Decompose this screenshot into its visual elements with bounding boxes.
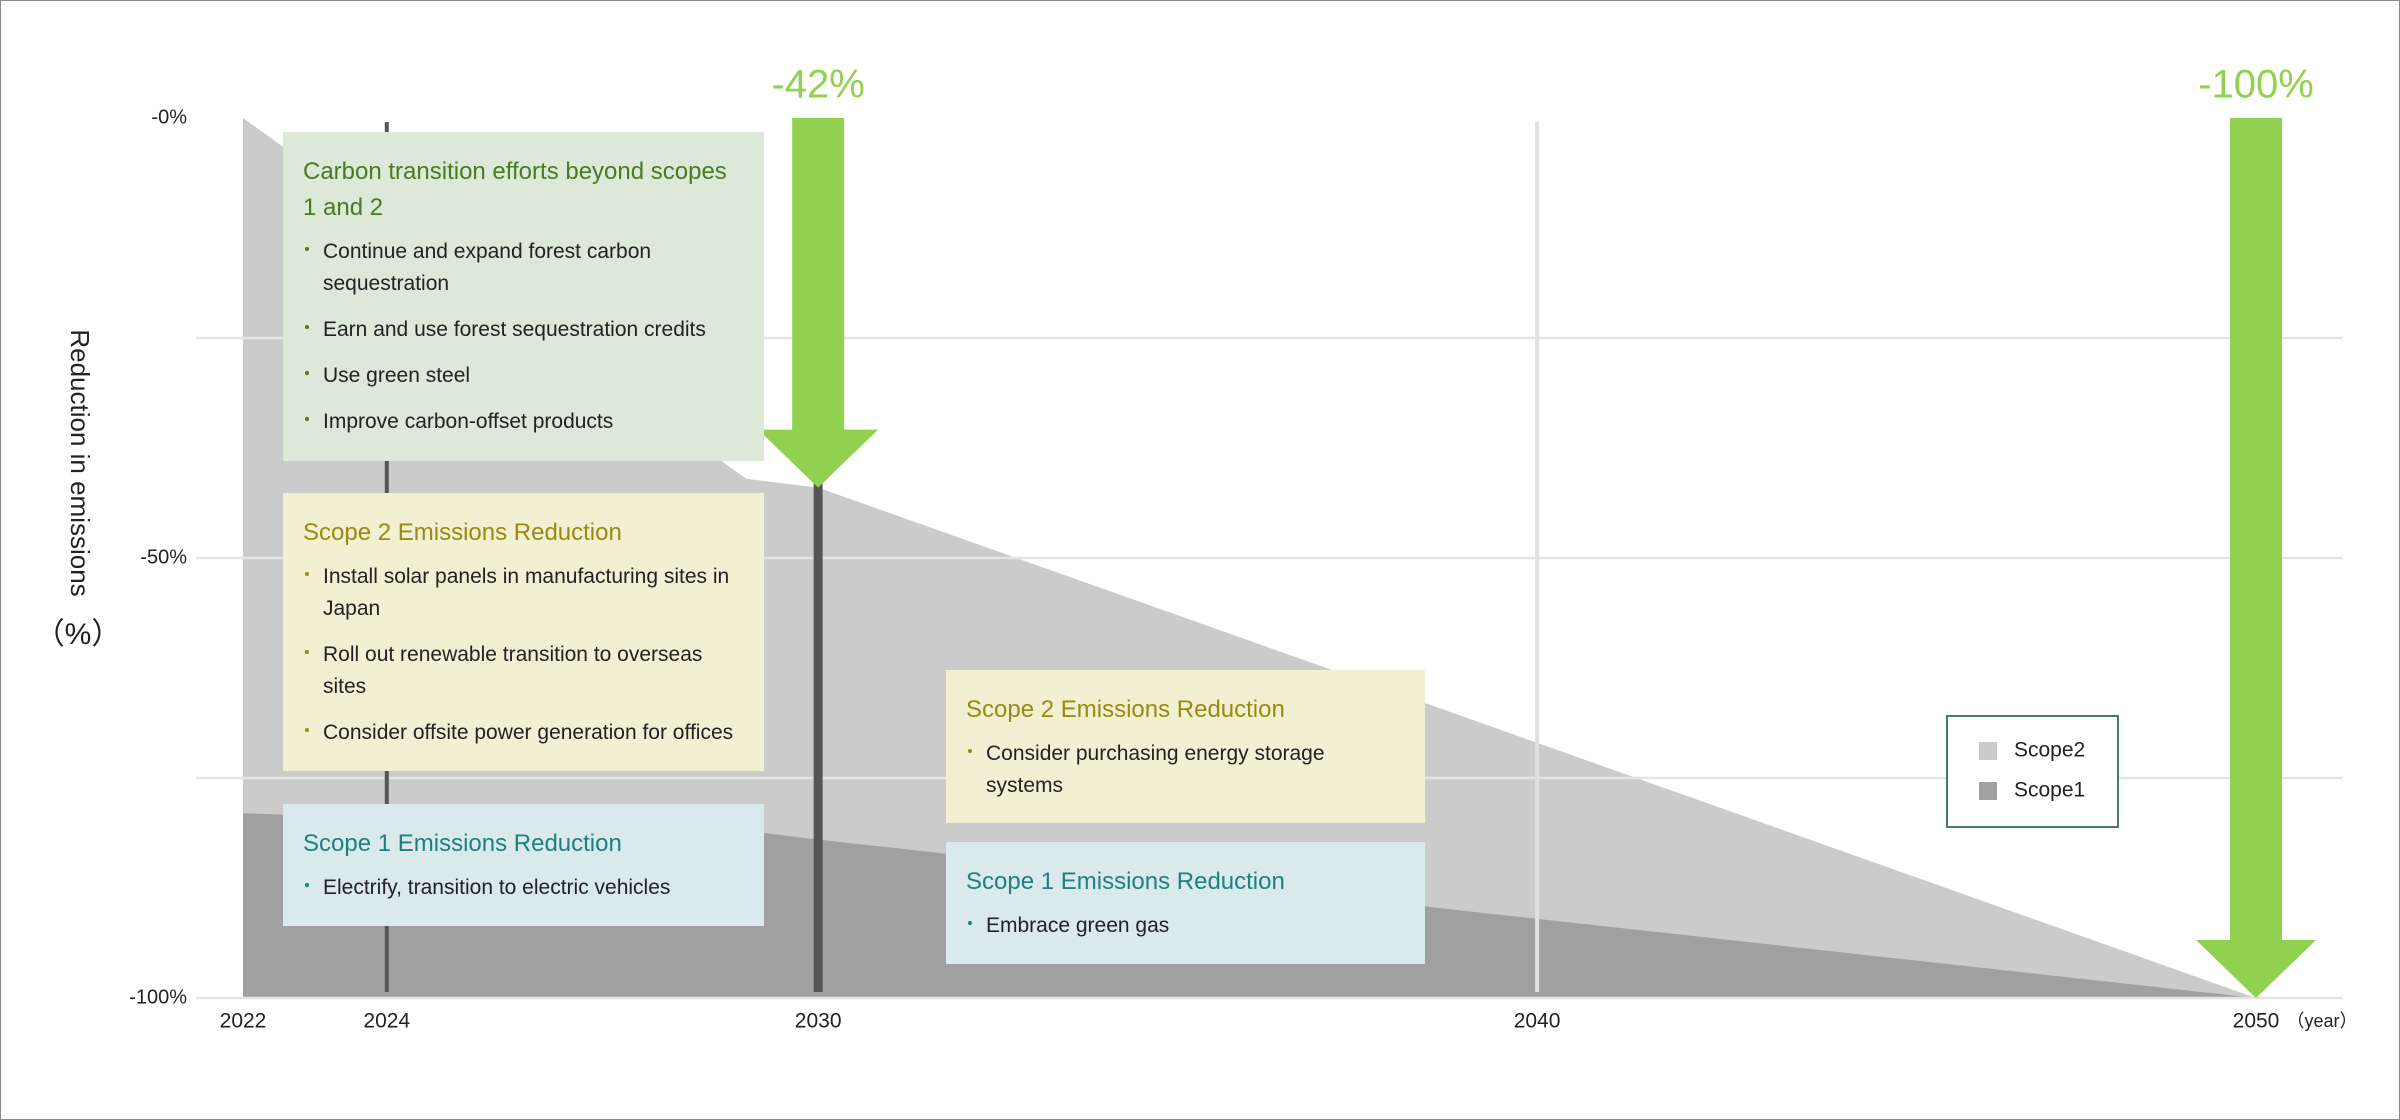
- box-item-text: Continue and expand forest carbon seques…: [323, 240, 652, 295]
- box-title: Carbon transition efforts beyond scopes …: [303, 158, 727, 221]
- box-item-text: Earn and use forest sequestration credit…: [323, 318, 706, 341]
- legend-label: Scope1: [2014, 779, 2085, 802]
- bullet: [305, 417, 309, 421]
- bullet: [305, 650, 309, 654]
- x-tick-label: 2024: [363, 1010, 410, 1033]
- arrow: [2196, 118, 2316, 998]
- box-item-text: Improve carbon-offset products: [323, 410, 614, 433]
- x-tick-label: 2050: [2233, 1010, 2280, 1033]
- legend-swatch: [1979, 742, 1997, 760]
- box-item: Improve carbon-offset products: [303, 406, 744, 438]
- box-item-text: Use green steel: [323, 364, 471, 387]
- legend-label: Scope2: [2014, 739, 2085, 762]
- box-title: Scope 1 Emissions Reduction: [966, 868, 1285, 895]
- y-tick-label: -0%: [151, 106, 187, 128]
- y-tick-label: -50%: [140, 546, 187, 568]
- box-item: Install solar panels in manufacturing si…: [303, 561, 744, 625]
- box-item: Earn and use forest sequestration credit…: [303, 314, 744, 346]
- box-item-text: Roll out renewable transition to oversea…: [323, 643, 703, 698]
- box-item-text: Consider purchasing energy storage syste…: [986, 742, 1325, 797]
- box-title: Scope 1 Emissions Reduction: [303, 830, 622, 857]
- box-item: Use green steel: [303, 360, 744, 392]
- bullet: [305, 247, 309, 251]
- legend: Scope2 Scope1: [1946, 715, 2119, 828]
- box-item: Electrify, transition to electric vehicl…: [303, 872, 744, 904]
- arrow-label: -42%: [771, 63, 864, 107]
- box-item: Consider purchasing energy storage syste…: [966, 738, 1405, 802]
- box-item: Embrace green gas: [966, 910, 1405, 942]
- box-item: Consider offsite power generation for of…: [303, 717, 744, 749]
- y-axis-unit: （%）: [35, 618, 122, 651]
- bullet: [305, 572, 309, 576]
- arrow-label: -100%: [2198, 63, 2314, 107]
- info-box: Scope 2 Emissions Reduction Install solar…: [283, 493, 764, 771]
- info-box: Scope 1 Emissions Reduction Embrace green…: [946, 842, 1425, 964]
- info-box: Scope 1 Emissions Reduction Electrify, tr…: [283, 804, 764, 926]
- info-box: Carbon transition efforts beyond scopes …: [283, 132, 764, 461]
- box-title: Scope 2 Emissions Reduction: [966, 696, 1285, 723]
- x-axis-unit: （year）: [2286, 1011, 2357, 1031]
- box-item-text: Consider offsite power generation for of…: [323, 721, 734, 744]
- x-tick-label: 2040: [1514, 1010, 1561, 1033]
- bullet: [968, 921, 972, 925]
- x-tick-label: 2022: [220, 1010, 267, 1033]
- x-tick-label: 2030: [795, 1010, 842, 1033]
- legend-frame: [1946, 715, 2119, 828]
- box-item-text: Embrace green gas: [986, 914, 1170, 937]
- bullet: [305, 371, 309, 375]
- bullet: [305, 728, 309, 732]
- box-title: Scope 2 Emissions Reduction: [303, 519, 622, 546]
- bullet: [968, 749, 972, 753]
- box-item-text: Electrify, transition to electric vehicl…: [323, 876, 671, 899]
- arrow: [758, 118, 879, 488]
- info-box: Scope 2 Emissions Reduction Consider purc…: [946, 670, 1425, 823]
- y-tick-label: -100%: [129, 986, 187, 1008]
- y-axis-label: Reduction in emissions: [65, 329, 95, 596]
- bullet: [305, 883, 309, 887]
- box-item-text: Install solar panels in manufacturing si…: [323, 565, 730, 620]
- box-item: Continue and expand forest carbon seques…: [303, 236, 744, 300]
- legend-swatch: [1979, 782, 1997, 800]
- bullet: [305, 325, 309, 329]
- box-item: Roll out renewable transition to oversea…: [303, 639, 744, 703]
